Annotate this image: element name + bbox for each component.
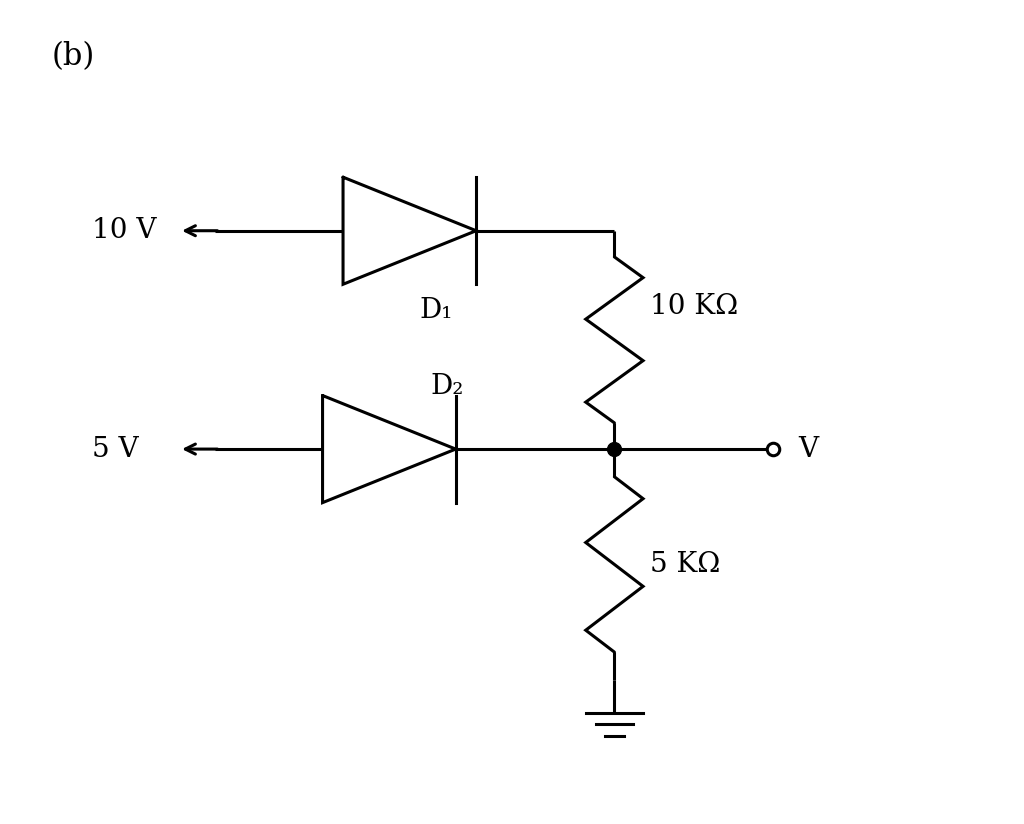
Text: V: V [799, 436, 819, 462]
Text: 5 V: 5 V [92, 436, 139, 462]
Text: 10 KΩ: 10 KΩ [650, 293, 738, 321]
Text: 10 V: 10 V [92, 218, 157, 244]
Text: D₂: D₂ [430, 372, 464, 400]
Text: (b): (b) [51, 41, 94, 73]
Text: D₁: D₁ [420, 297, 454, 324]
Text: 5 KΩ: 5 KΩ [650, 551, 721, 578]
